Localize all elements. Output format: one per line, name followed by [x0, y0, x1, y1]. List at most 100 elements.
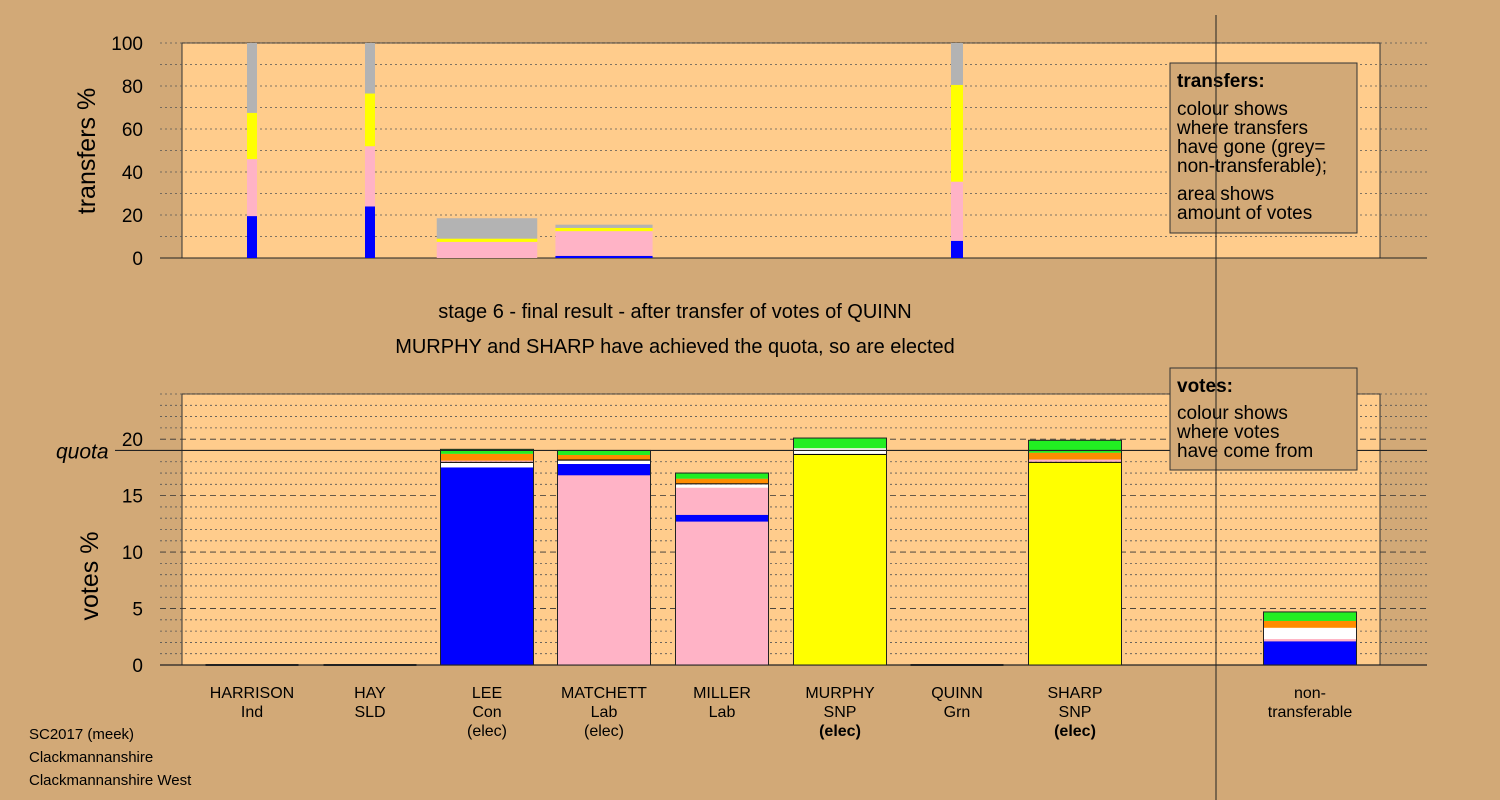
votes-panel: 0 5 10 15 20 quota votes % votes: colour sho… [56, 367, 1427, 677]
vote-segment [675, 473, 769, 479]
vote-segment [1263, 629, 1357, 640]
transfers-segment-yellow [555, 227, 653, 232]
transfers-legend-line: amount of votes [1177, 203, 1312, 224]
vote-segment [440, 461, 534, 463]
votes-y-label: votes % [76, 532, 104, 621]
vote-segment [440, 467, 534, 665]
candidate-party: SNP [1059, 704, 1092, 721]
transfers-segment-pink [365, 146, 375, 207]
vote-segment [557, 450, 651, 455]
transfers-segment-yellow [436, 238, 538, 242]
candidate-name: MATCHETT [561, 685, 647, 702]
vote-bar [1263, 611, 1357, 666]
ward-label: Clackmannanshire West [29, 772, 192, 789]
votes-legend-line: colour shows [1177, 403, 1288, 424]
transfers-segment-blue [365, 206, 375, 258]
vote-segment [675, 514, 769, 522]
vote-bar [1028, 439, 1122, 666]
vote-bar [557, 449, 651, 666]
vote-segment [440, 460, 534, 462]
transfers-segment-grey [436, 218, 538, 239]
transfers-segment-blue [247, 216, 257, 258]
transfers-legend-box [1169, 62, 1358, 234]
transfers-legend-line: have gone (grey= [1177, 137, 1325, 158]
vote-segment [793, 453, 887, 455]
vote-segment [557, 460, 651, 465]
candidate-name: SHARP [1047, 685, 1102, 702]
transfers-segment-grey [247, 43, 257, 113]
election-label: SC2017 (meek) [29, 726, 134, 743]
candidate-name: MILLER [693, 685, 751, 702]
candidate-party: transferable [1268, 704, 1353, 721]
vote-segment [440, 462, 534, 468]
candidate-status: (elec) [1054, 723, 1096, 740]
candidate-name: LEE [472, 685, 502, 702]
candidate-name: non- [1294, 685, 1326, 702]
vote-segment [1263, 627, 1357, 630]
transfers-segment-yellow [247, 112, 257, 160]
stage-title: stage 6 - final result - after transfer … [438, 301, 912, 323]
vote-segment [675, 483, 769, 485]
transfers-segment-blue [555, 255, 653, 258]
transfers-legend-title: transfers: [1177, 71, 1265, 92]
transfers-y-tick: 40 [122, 163, 143, 184]
votes-y-tick: 15 [122, 487, 143, 508]
candidate-party: Lab [591, 704, 618, 721]
transfers-segment-pink [247, 159, 257, 217]
vote-segment [440, 449, 534, 454]
candidate-party: Grn [944, 704, 971, 721]
vote-segment [675, 487, 769, 515]
quota-label: quota [56, 440, 109, 463]
candidate-name: HAY [354, 685, 386, 702]
candidate-name: HARRISON [210, 685, 294, 702]
vote-segment [557, 475, 651, 665]
vote-segment [1028, 459, 1122, 462]
candidate-status: (elec) [584, 723, 624, 740]
transfers-segment-pink [555, 231, 653, 256]
vote-segment [675, 484, 769, 488]
vote-segment [557, 454, 651, 460]
vote-segment [1028, 452, 1122, 460]
votes-y-tick: 0 [132, 656, 143, 677]
votes-legend-box [1169, 367, 1358, 471]
transfers-legend-line: non-transferable); [1177, 156, 1327, 177]
vote-segment [1263, 639, 1357, 642]
vote-bar-outline [793, 437, 887, 666]
candidate-party: Lab [709, 704, 736, 721]
vote-bar-outline [1263, 611, 1357, 666]
transfers-legend-line: where transfers [1176, 118, 1308, 139]
votes-y-tick: 5 [132, 600, 143, 621]
votes-y-tick: 20 [122, 430, 143, 451]
votes-legend-title: votes: [1177, 376, 1233, 397]
vote-bar [440, 448, 534, 666]
transfers-panel: 0 20 40 60 80 100 transfers % transfers: colo… [73, 34, 1427, 270]
candidate-name: MURPHY [805, 685, 875, 702]
vote-segment [1028, 440, 1122, 453]
candidate-party: Con [472, 704, 501, 721]
vote-bar [793, 437, 887, 666]
transfers-segment-grey [555, 224, 653, 228]
transfers-y-tick: 60 [122, 120, 143, 141]
candidate-status: (elec) [467, 723, 507, 740]
vote-segment [1028, 462, 1122, 665]
transfers-bars [247, 43, 963, 258]
vote-segment [557, 459, 651, 461]
vote-bar [675, 472, 769, 666]
votes-y-ticks: 0 5 10 15 20 [122, 430, 143, 677]
transfers-legend-line: colour shows [1177, 99, 1288, 120]
vote-segment [1028, 461, 1122, 463]
transfers-segment-yellow [365, 93, 375, 147]
transfers-segment-blue [951, 240, 963, 258]
transfers-segment-pink [436, 241, 538, 258]
transfers-y-tick: 100 [111, 34, 143, 55]
vote-segment [793, 438, 887, 449]
transfers-y-tick: 0 [132, 249, 143, 270]
transfers-legend-line: area shows [1177, 184, 1274, 205]
elected-subtitle: MURPHY and SHARP have achieved the quota… [395, 336, 955, 358]
vote-bar-outline [1028, 439, 1122, 666]
transfers-y-ticks: 0 20 40 60 80 100 [111, 34, 143, 270]
transfers-y-tick: 20 [122, 206, 143, 227]
transfers-segment-yellow [951, 84, 963, 182]
vote-segment [440, 453, 534, 461]
